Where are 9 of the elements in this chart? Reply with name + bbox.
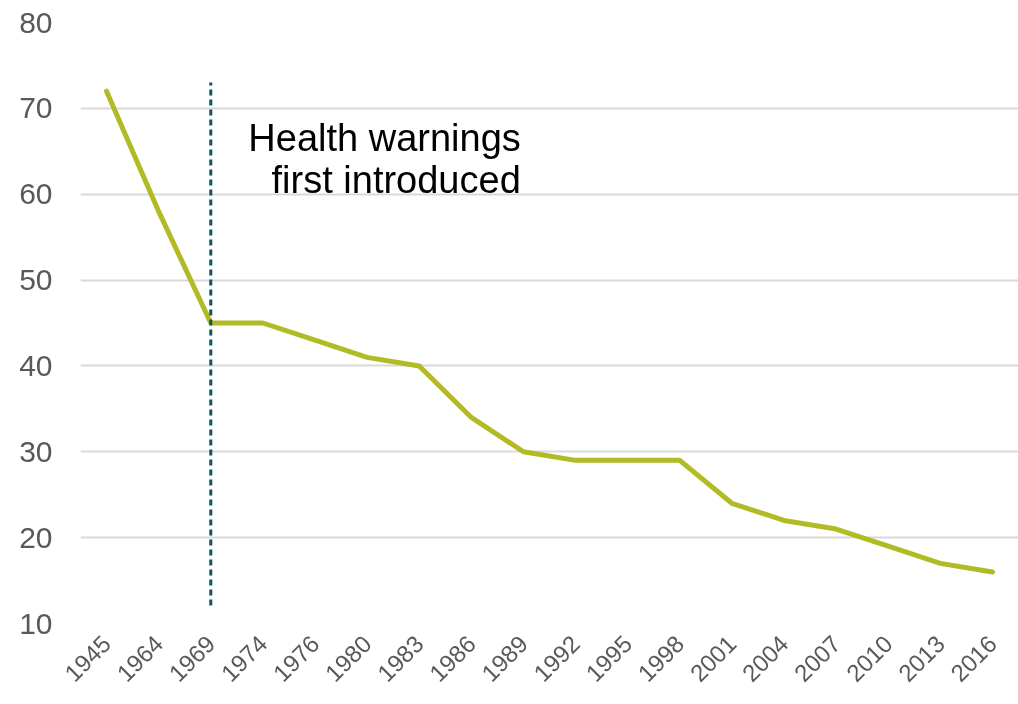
y-tick-label: 60 <box>19 177 53 211</box>
ref-line-label: Health warnings first introduced <box>248 116 521 201</box>
y-tick-label: 20 <box>19 520 53 554</box>
y-tick-label: 50 <box>19 263 53 297</box>
y-tick-label: 80 <box>19 5 53 39</box>
y-tick-label: 30 <box>19 434 53 468</box>
y-tick-label: 10 <box>19 606 53 640</box>
y-tick-label: 70 <box>19 91 53 125</box>
y-tick-label: 40 <box>19 348 53 382</box>
